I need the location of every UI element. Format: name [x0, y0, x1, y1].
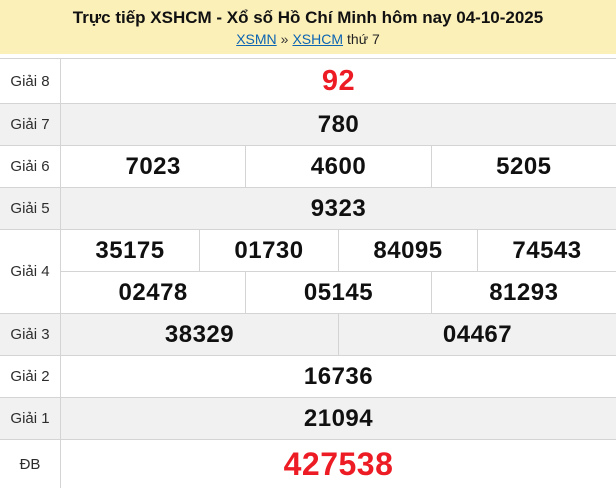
prize-number: 38329: [164, 320, 235, 348]
breadcrumb: XSMN» XSHCM thứ 7: [0, 31, 616, 47]
breadcrumb-separator: »: [280, 31, 289, 47]
prize-number: 427538: [283, 445, 394, 482]
prize-row-giai-1: Giải 1 21094: [0, 398, 616, 440]
prize-label-giai-3: Giải 3: [0, 314, 61, 355]
prize-number: 780: [317, 110, 360, 138]
prize-subrow: 16736: [61, 356, 616, 397]
prize-cells: 780: [61, 104, 616, 145]
prize-row-giai-8: Giải 8 92: [0, 59, 616, 104]
prize-cells: 38329 04467: [61, 314, 616, 355]
prize-subrow: 7023 4600 5205: [61, 146, 616, 187]
prize-label-giai-1: Giải 1: [0, 398, 61, 439]
prize-label-giai-2: Giải 2: [0, 356, 61, 397]
page-title: Trực tiếp XSHCM - Xổ số Hồ Chí Minh hôm …: [72, 8, 544, 27]
breadcrumb-link-xshcm[interactable]: XSHCM: [292, 31, 344, 47]
prize-subrow: 02478 05145 81293: [61, 271, 616, 313]
prize-subrow: 21094: [61, 398, 616, 439]
prize-number: 35175: [95, 236, 165, 264]
prize-number: 05145: [245, 272, 430, 313]
prize-number: 21094: [303, 404, 374, 432]
prize-cells: 7023 4600 5205: [61, 146, 616, 187]
prize-number: 02478: [118, 278, 188, 306]
prize-subrow: 9323: [61, 188, 616, 229]
prize-cells: 427538: [61, 440, 616, 488]
prize-label-giai-4: Giải 4: [0, 230, 61, 313]
results-table: Giải 8 92 Giải 7 780 Giải 6 7023 4600 5205 Giải …: [0, 58, 616, 488]
prize-label-giai-8: Giải 8: [0, 59, 61, 103]
prize-row-giai-3: Giải 3 38329 04467: [0, 314, 616, 356]
prize-subrow: 92: [61, 59, 616, 103]
prize-label-giai-6: Giải 6: [0, 146, 61, 187]
prize-row-giai-6: Giải 6 7023 4600 5205: [0, 146, 616, 188]
prize-subrow: 38329 04467: [61, 314, 616, 355]
prize-number: 92: [321, 64, 356, 97]
prize-number: 16736: [303, 362, 374, 390]
prize-number: 5205: [430, 146, 616, 187]
prize-cells: 16736: [61, 356, 616, 397]
prize-label-giai-7: Giải 7: [0, 104, 61, 145]
prize-label-db: ĐB: [0, 440, 61, 488]
prize-row-giai-7: Giải 7 780: [0, 104, 616, 146]
prize-row-db: ĐB 427538: [0, 440, 616, 488]
prize-number: 04467: [338, 314, 616, 355]
header: Trực tiếp XSHCM - Xổ số Hồ Chí Minh hôm …: [0, 0, 616, 54]
prize-cells: 35175 01730 84095 74543 02478 05145 81293: [61, 230, 616, 313]
prize-number: 01730: [199, 230, 338, 271]
prize-subrow: 780: [61, 104, 616, 145]
prize-cells: 21094: [61, 398, 616, 439]
prize-row-giai-5: Giải 5 9323: [0, 188, 616, 230]
prize-number: 9323: [310, 194, 367, 222]
breadcrumb-day-label: thứ 7: [347, 31, 380, 47]
prize-cells: 9323: [61, 188, 616, 229]
prize-number: 7023: [125, 152, 181, 180]
prize-cells: 92: [61, 59, 616, 103]
breadcrumb-link-xsmn[interactable]: XSMN: [236, 31, 277, 47]
prize-number: 74543: [477, 230, 616, 271]
prize-subrow: 427538: [61, 440, 616, 488]
prize-row-giai-2: Giải 2 16736: [0, 356, 616, 398]
prize-number: 81293: [430, 272, 616, 313]
prize-number: 4600: [245, 146, 430, 187]
prize-subrow: 35175 01730 84095 74543: [61, 230, 616, 271]
prize-number: 84095: [338, 230, 477, 271]
prize-label-giai-5: Giải 5: [0, 188, 61, 229]
prize-row-giai-4: Giải 4 35175 01730 84095 74543 02478 05145 8129…: [0, 230, 616, 314]
